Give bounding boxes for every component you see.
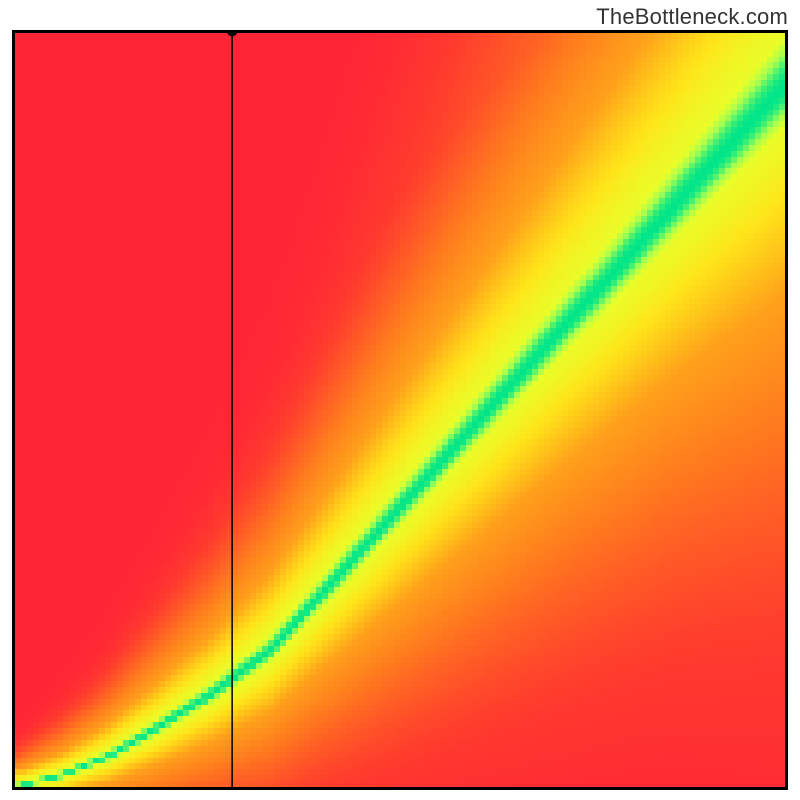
- heatmap-canvas: [12, 30, 788, 790]
- watermark-text: TheBottleneck.com: [596, 4, 788, 30]
- bottleneck-heatmap-chart: [12, 30, 788, 790]
